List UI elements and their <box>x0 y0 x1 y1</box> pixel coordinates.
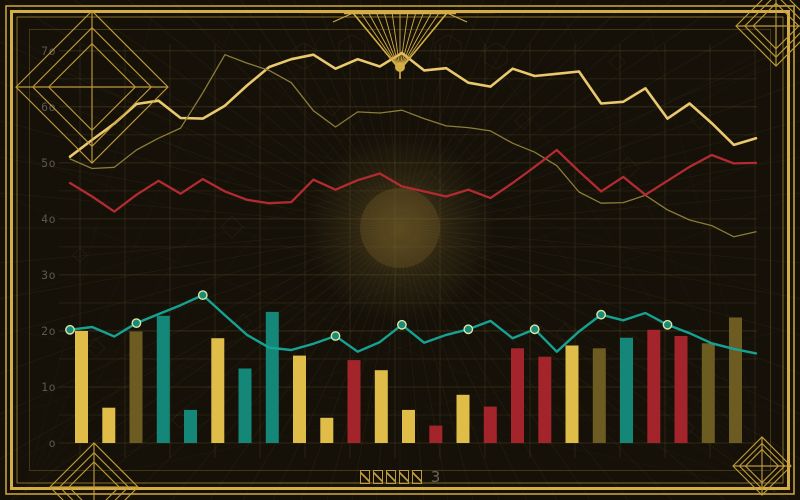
bar-yellow <box>456 394 470 443</box>
bar-olive <box>129 331 143 443</box>
line-thin-olive-line <box>69 54 757 238</box>
y-tick-label: 1o <box>41 380 56 394</box>
bar-teal <box>620 337 633 443</box>
tofu-glyph-box <box>398 470 409 484</box>
y-tick-label: 2o <box>41 324 56 338</box>
y-axis-labels: o 1o 2o 3o 4o 5o 6o 7o <box>41 44 56 450</box>
bar-red <box>511 348 524 443</box>
background-deco-shapes <box>72 28 710 439</box>
sunburst-center-glow <box>305 133 495 323</box>
bar-olive <box>592 348 606 443</box>
bar-teal <box>156 315 170 443</box>
bar-yellow <box>102 407 116 443</box>
line-red-line <box>68 148 758 213</box>
bar-series <box>75 311 742 443</box>
y-tick-label: 6o <box>41 100 56 114</box>
bar-yellow <box>402 409 415 443</box>
corner-ornament-bottom-right <box>732 436 792 496</box>
bar-red <box>429 425 443 443</box>
bar-yellow <box>374 370 388 443</box>
y-tick-label: 3o <box>41 268 56 282</box>
bar-teal <box>184 409 197 443</box>
bar-yellow <box>293 355 306 443</box>
bar-red <box>347 360 361 443</box>
bar-red <box>674 336 688 443</box>
bar-teal <box>265 311 279 443</box>
bar-olive <box>729 317 742 443</box>
y-tick-label: 4o <box>41 212 56 226</box>
caption-suffix-number: 3 <box>430 468 441 486</box>
y-tick-label: 5o <box>41 156 56 170</box>
corner-ornament-top-left <box>15 10 169 164</box>
bar-yellow <box>211 338 225 443</box>
bar-red <box>483 406 497 443</box>
tofu-glyph-box <box>385 470 396 484</box>
teal-line-markers <box>65 290 673 341</box>
line-bright-gold-line <box>68 51 758 158</box>
bar-teal <box>238 368 252 443</box>
tofu-glyph-box <box>372 470 383 484</box>
fan-crest-ornament <box>305 10 495 79</box>
bar-olive <box>701 343 715 443</box>
y-tick-label: o <box>49 436 56 450</box>
corner-ornament-top-right <box>735 0 800 67</box>
corner-ornament-bottom-left <box>49 442 139 500</box>
bar-yellow <box>320 417 334 443</box>
bar-red <box>538 356 552 443</box>
tofu-glyph-box <box>359 470 370 484</box>
caption-glyph-boxes <box>359 470 422 484</box>
line-teal-line <box>68 293 758 355</box>
bar-yellow <box>75 330 88 443</box>
bar-yellow <box>565 345 579 443</box>
bar-red <box>647 329 661 443</box>
footer-caption: 3 <box>0 468 800 486</box>
tofu-glyph-box <box>411 470 422 484</box>
y-tick-label: 7o <box>41 44 56 58</box>
